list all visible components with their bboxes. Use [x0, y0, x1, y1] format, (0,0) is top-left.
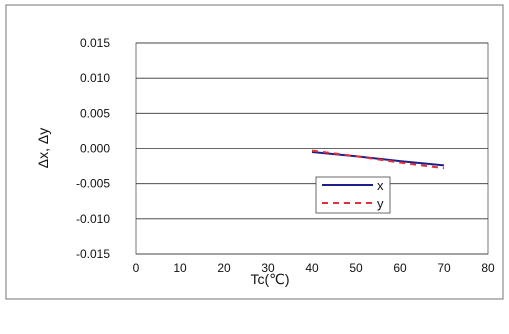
series-line-y: [311, 149, 445, 170]
x-tick-labels: 0 10 20 30 40 50 60 70 80: [133, 261, 495, 275]
y-tick-label: -0.010: [76, 212, 110, 226]
y-tick-label: 0.010: [80, 71, 110, 85]
x-tick-label: 30: [261, 261, 275, 275]
series-lines: [311, 149, 445, 170]
y-tick-label: -0.005: [76, 177, 110, 191]
y-axis-title: Δx, Δy: [35, 128, 51, 168]
legend-label-y: y: [377, 196, 384, 211]
y-tick-label: -0.015: [76, 247, 110, 261]
y-tick-label: 0.005: [80, 106, 110, 120]
x-tick-label: 20: [217, 261, 231, 275]
x-tick-label: 10: [173, 261, 187, 275]
legend-label-x: x: [377, 178, 384, 193]
x-tick-label: 70: [437, 261, 451, 275]
y-tick-label: 0.015: [80, 36, 110, 50]
x-tick-label: 40: [305, 261, 319, 275]
legend-box: [315, 176, 391, 214]
x-axis-title: Tc(℃): [250, 271, 289, 287]
x-tick-label: 0: [133, 261, 140, 275]
x-tick-label: 60: [393, 261, 407, 275]
grid-lines: [136, 42, 488, 255]
y-tick-label: 0.000: [80, 142, 110, 156]
x-tick-label: 50: [349, 261, 363, 275]
x-tick-label: 80: [481, 261, 495, 275]
y-tick-labels: 0.015 0.010 0.005 0.000 -0.005 -0.010 -0.015: [76, 36, 110, 261]
legend: x y: [315, 176, 391, 214]
